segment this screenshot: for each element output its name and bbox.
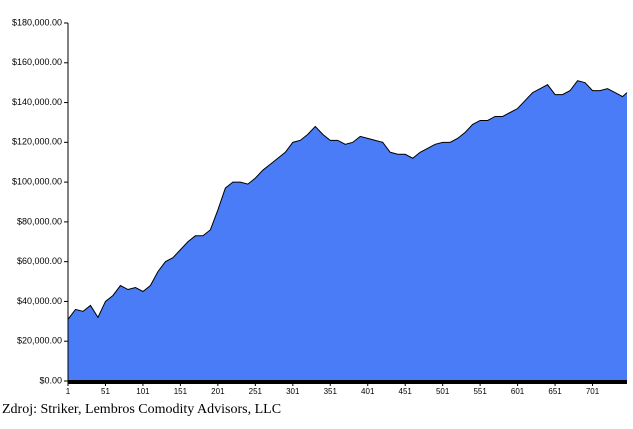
caption: Zdroj: Striker, Lembros Comodity Advisor… bbox=[2, 402, 281, 417]
x-tick-label: 251 bbox=[249, 387, 263, 396]
y-tick-label: $140,000.00 bbox=[12, 97, 62, 107]
x-tick-label: 501 bbox=[436, 387, 450, 396]
x-tick-label: 351 bbox=[324, 387, 338, 396]
area bbox=[68, 80, 627, 381]
y-tick-label: $0.00 bbox=[39, 375, 62, 385]
y-tick-label: $100,000.00 bbox=[12, 176, 62, 186]
x-tick-label: 201 bbox=[211, 387, 225, 396]
y-tick-label: $60,000.00 bbox=[17, 256, 62, 266]
x-tick-label: 451 bbox=[399, 387, 413, 396]
y-tick-label: $40,000.00 bbox=[17, 296, 62, 306]
x-tick-label: 101 bbox=[136, 387, 150, 396]
x-tick-label: 401 bbox=[361, 387, 375, 396]
x-tick-label: 551 bbox=[473, 387, 487, 396]
y-tick-label: $80,000.00 bbox=[17, 216, 62, 226]
x-tick-label: 651 bbox=[548, 387, 562, 396]
x-tick-label: 51 bbox=[101, 387, 110, 396]
x-tick-label: 601 bbox=[511, 387, 525, 396]
y-tick-label: $180,000.00 bbox=[12, 17, 62, 27]
y-tick-label: $120,000.00 bbox=[12, 137, 62, 147]
y-tick-label: $160,000.00 bbox=[12, 57, 62, 67]
x-tick-label: 1 bbox=[66, 387, 71, 396]
x-tick-label: 701 bbox=[586, 387, 600, 396]
x-tick-label: 301 bbox=[286, 387, 300, 396]
y-tick-label: $20,000.00 bbox=[17, 336, 62, 346]
x-axis-bar bbox=[68, 380, 627, 384]
x-tick-label: 151 bbox=[174, 387, 188, 396]
area-line bbox=[67, 80, 628, 320]
